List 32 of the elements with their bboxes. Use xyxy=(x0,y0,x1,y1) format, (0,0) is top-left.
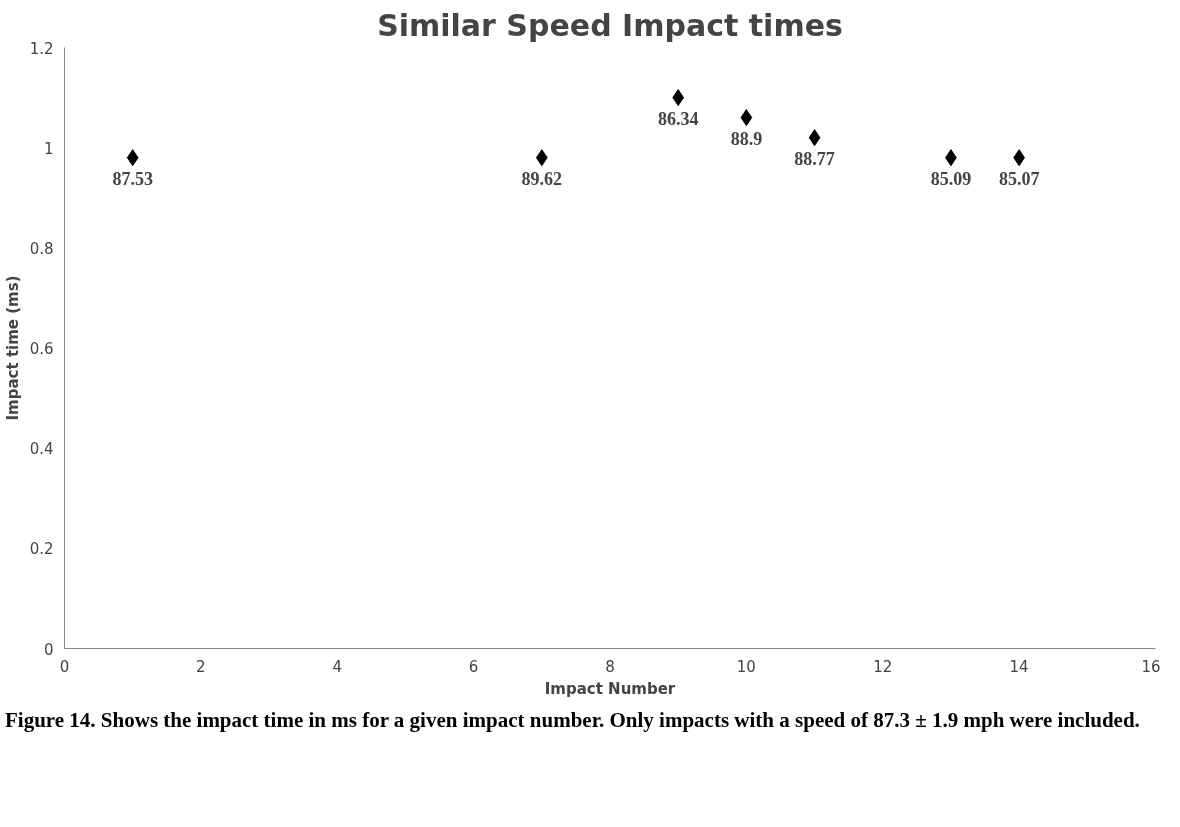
x-tick-label: 16 xyxy=(1141,657,1161,676)
point xyxy=(740,109,753,127)
y-tick-label: 0.2 xyxy=(29,540,54,559)
point xyxy=(672,89,685,107)
annotation: 86.34 xyxy=(657,108,699,129)
annotation: 87.53 xyxy=(112,168,153,189)
annotation: 89.62 xyxy=(521,168,563,189)
caption: Figure 14. Shows the impact time in ms for a given impact number. Only impacts with a speed of 87.3 ± 1.9 mph were included. xyxy=(5,707,1141,734)
y-tick-label: 0.4 xyxy=(29,440,54,459)
annotation: 85.07 xyxy=(998,168,1040,189)
x-tick-label: 8 xyxy=(605,657,615,676)
x-tick-label: 10 xyxy=(736,657,756,676)
y-tick-label: 1.2 xyxy=(29,39,54,58)
y-axis-title: Impact time (ms) xyxy=(3,275,22,421)
x-tick-label: 4 xyxy=(332,657,343,676)
y-tick-label: 0.6 xyxy=(29,340,54,358)
y-tick-label: 1 xyxy=(43,139,54,158)
x-tick-label: 2 xyxy=(196,657,206,676)
x-tick-label: 0 xyxy=(59,657,70,676)
x-tick-label: 14 xyxy=(1009,657,1029,676)
point xyxy=(126,149,139,167)
annotation: 88.9 xyxy=(730,128,763,149)
x-axis-title: Impact Number xyxy=(544,679,676,698)
y-tick-label: 0 xyxy=(43,640,54,659)
chart-title: Similar Speed Impact times xyxy=(377,7,843,43)
x-tick-label: 12 xyxy=(873,657,893,676)
annotation: 88.77 xyxy=(794,148,835,169)
point xyxy=(808,129,821,147)
annotation: 85.09 xyxy=(930,168,972,189)
x-tick-label: 6 xyxy=(468,657,479,676)
y-tick-label: 0.8 xyxy=(29,239,54,258)
point xyxy=(535,149,548,167)
